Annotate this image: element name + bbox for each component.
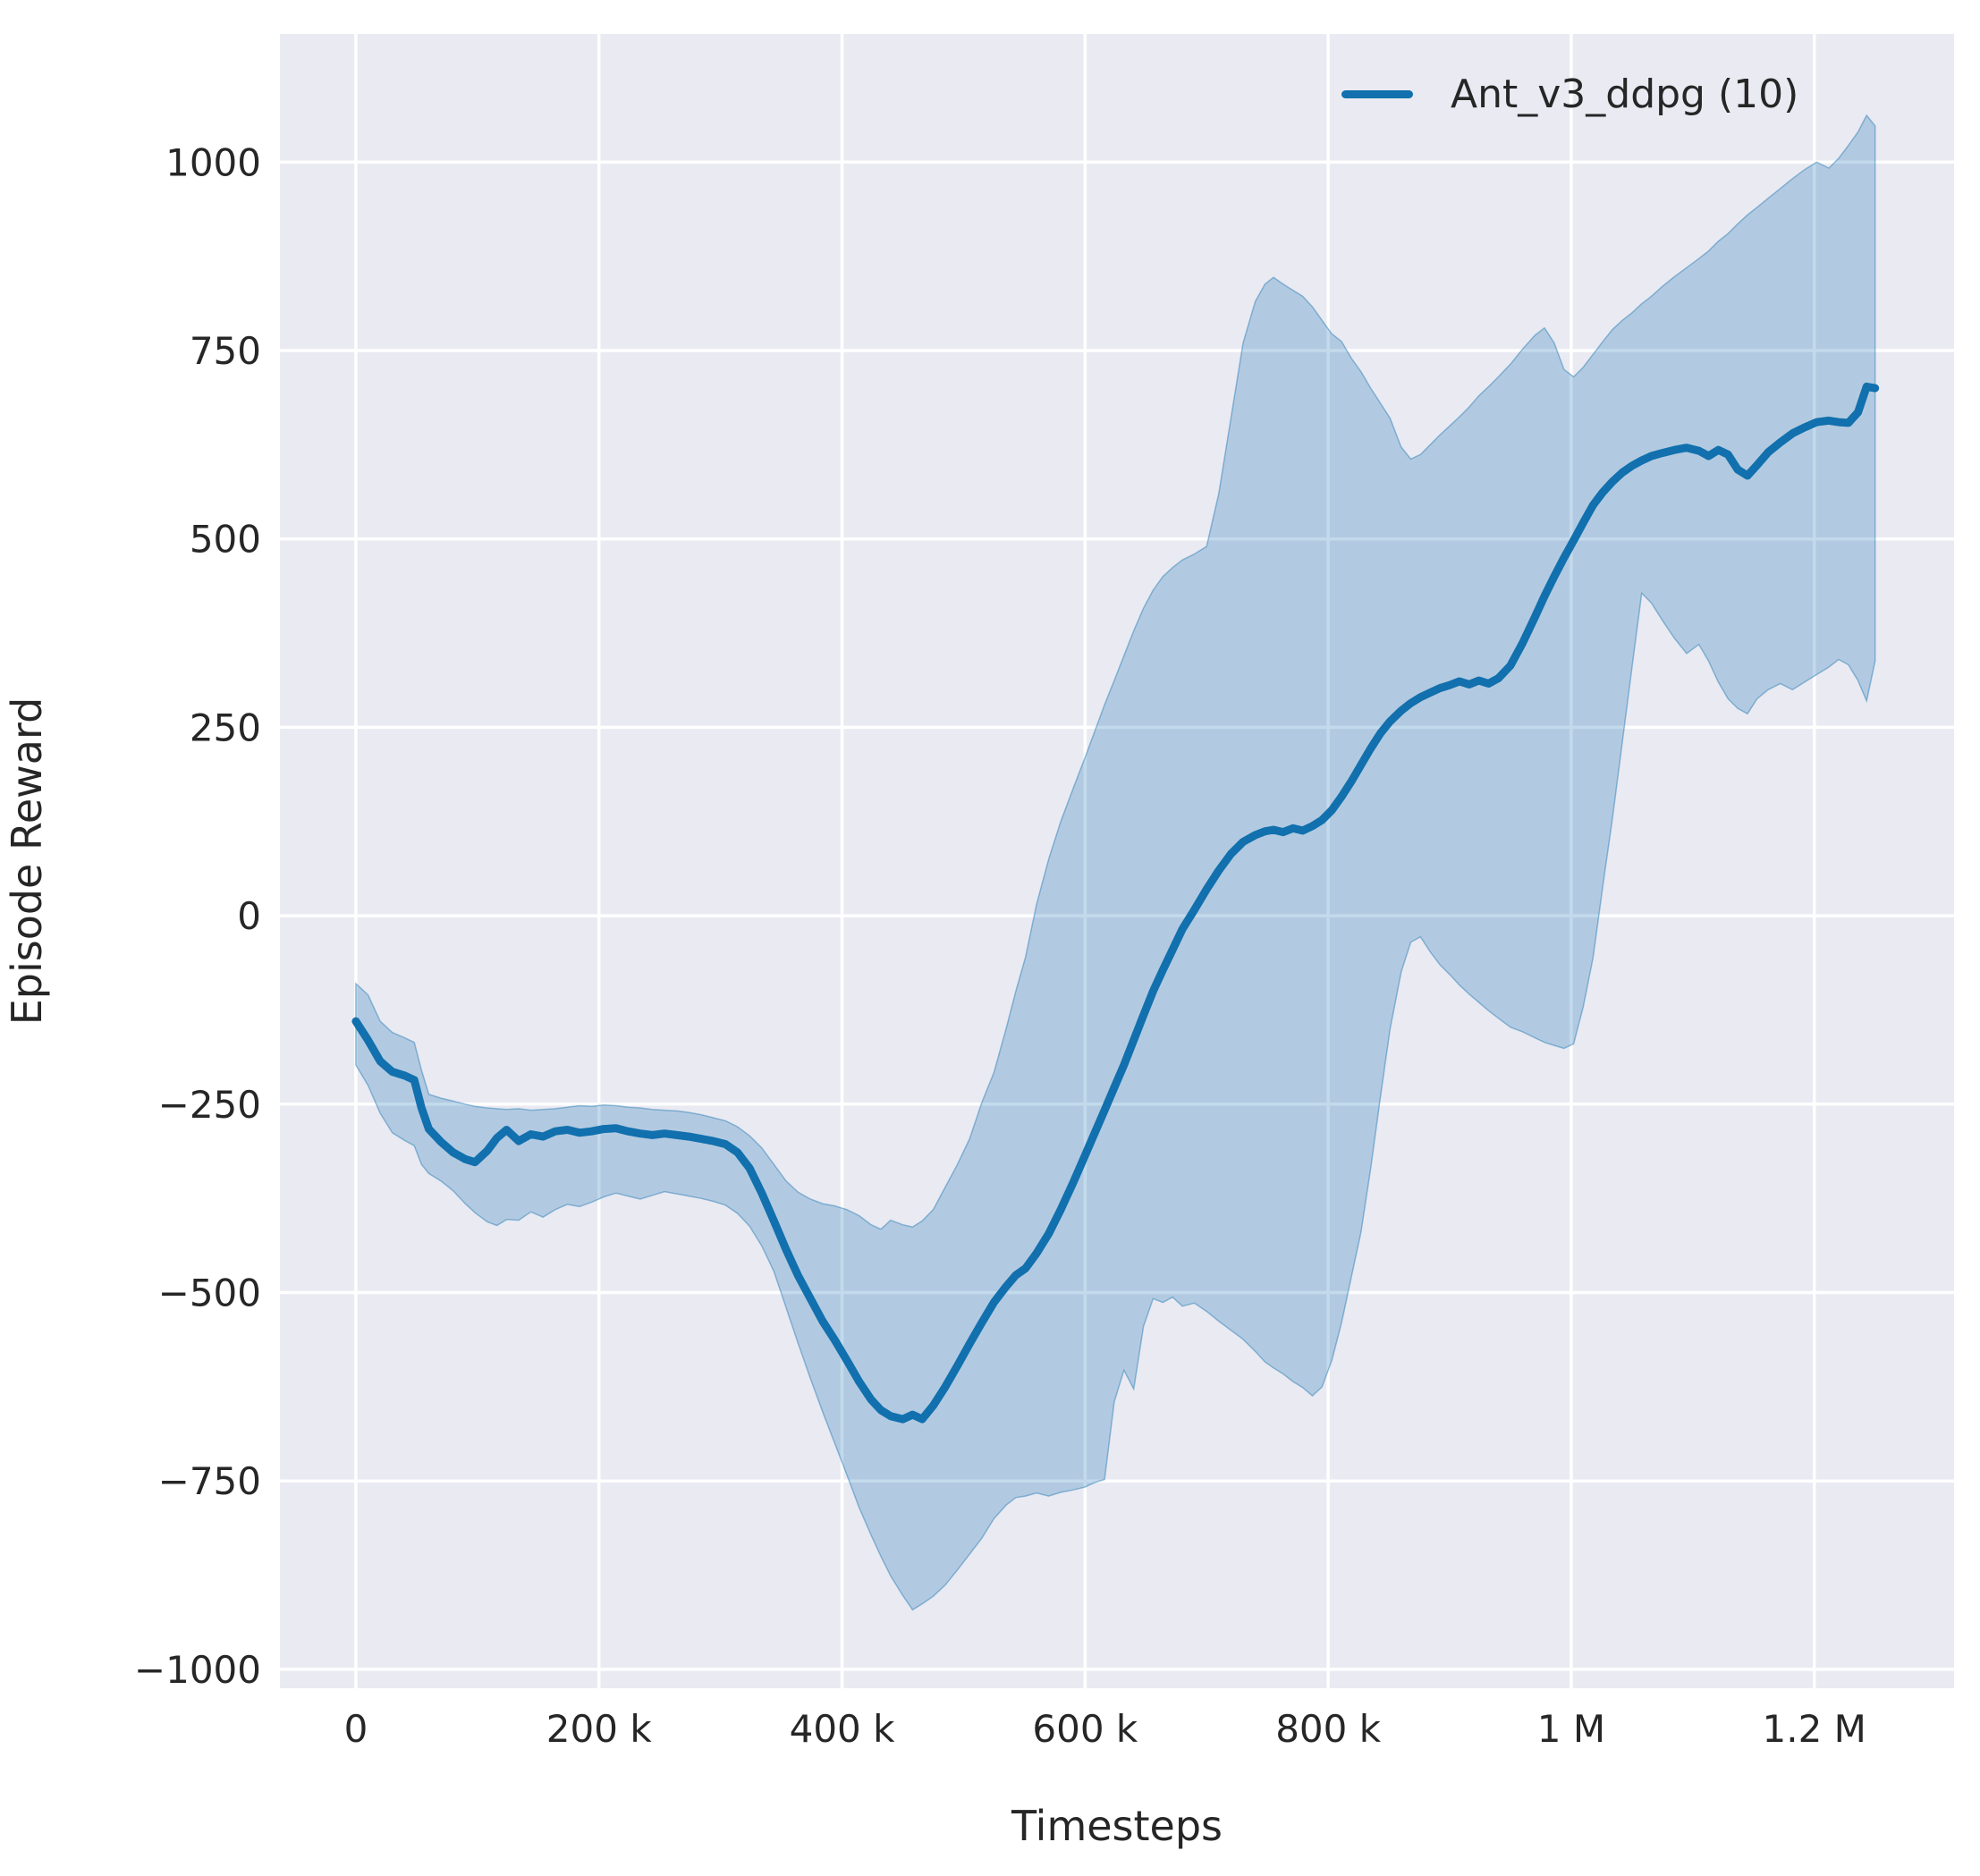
legend-line-swatch: [1341, 89, 1413, 98]
x-tick-label: 800 k: [1275, 1707, 1382, 1751]
x-axis-label: Timesteps: [1011, 1802, 1223, 1850]
y-tick-label: 250: [190, 706, 261, 749]
x-tick-label: 200 k: [546, 1707, 653, 1751]
y-axis-label: Episode Reward: [3, 697, 51, 1026]
legend-series-label: Ant_v3_ddpg (10): [1451, 71, 1799, 117]
y-tick-label: 1000: [165, 140, 261, 184]
y-tick-label: 500: [190, 518, 261, 562]
y-tick-label: 0: [237, 894, 261, 938]
y-tick-label: 750: [190, 329, 261, 373]
x-tick-label: 1.2 M: [1763, 1707, 1866, 1751]
mean-line: [351, 382, 1880, 1424]
legend: Ant_v3_ddpg (10): [1341, 64, 1798, 123]
x-tick-label: 0: [344, 1707, 368, 1751]
confidence-band: [355, 114, 1876, 1611]
plot-area: [280, 34, 1954, 1688]
y-tick-label: −500: [158, 1272, 261, 1315]
x-tick-label: 600 k: [1032, 1707, 1138, 1751]
y-tick-label: −250: [158, 1083, 261, 1127]
y-tick-label: −750: [158, 1459, 261, 1503]
y-tick-label: −1000: [134, 1648, 261, 1692]
x-tick-label: 400 k: [790, 1707, 896, 1751]
x-tick-label: 1 M: [1537, 1707, 1605, 1751]
